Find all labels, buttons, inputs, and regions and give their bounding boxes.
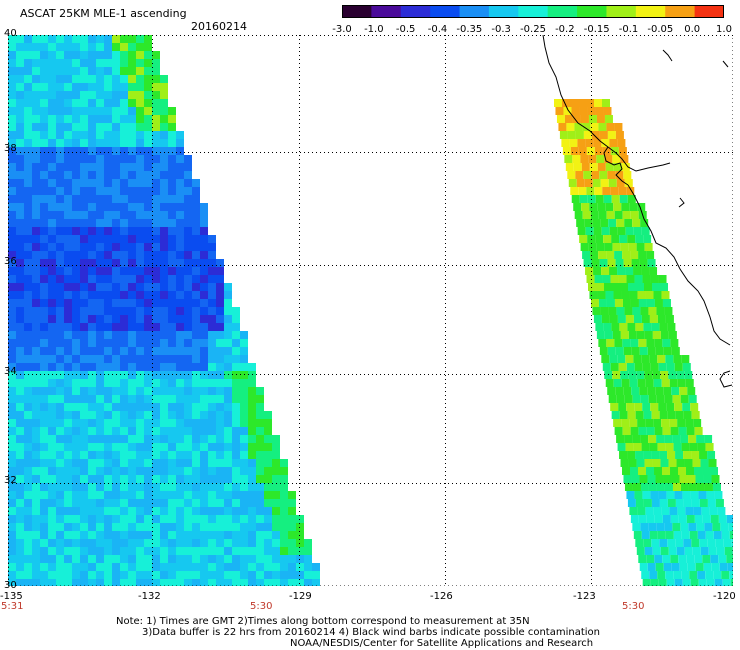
color-scale-swatch xyxy=(577,5,608,18)
color-scale-swatch xyxy=(371,5,402,18)
lon-label-129: -129 xyxy=(289,591,312,602)
color-scale-label: 1.0 xyxy=(716,24,732,35)
footer-note-2: 3)Data buffer is 22 hrs from 20160214 4)… xyxy=(142,627,600,638)
footer-credit: NOAA/NESDIS/Center for Satellite Applica… xyxy=(290,638,594,649)
color-scale-swatch xyxy=(694,5,724,18)
color-scale-label: 0.0 xyxy=(684,24,701,35)
color-scale-swatch xyxy=(518,5,549,18)
color-scale-swatch xyxy=(606,5,637,18)
data-swaths xyxy=(8,35,733,586)
lon-label-135: -135 xyxy=(0,591,23,602)
lon-label-123: -123 xyxy=(573,591,596,602)
color-scale-swatch xyxy=(547,5,578,18)
graticule-lines xyxy=(8,35,733,586)
lat-label-32: 32 xyxy=(4,475,17,486)
time-label-middle: 5:30 xyxy=(250,601,273,612)
lat-label-30: 30 xyxy=(4,580,17,591)
lat-label-34: 34 xyxy=(4,366,17,377)
lat-label-38: 38 xyxy=(4,143,17,154)
time-label-right: 5:30 xyxy=(622,601,645,612)
wind-map-plot xyxy=(8,35,733,586)
lon-label-120: -120 xyxy=(713,591,736,602)
color-scale-swatch xyxy=(459,5,490,18)
color-scale-label: -0.1 xyxy=(618,24,639,35)
lon-label-132: -132 xyxy=(138,591,161,602)
color-scale-label: -1.0 xyxy=(364,24,384,35)
color-scale-label: -0.4 xyxy=(427,24,448,35)
color-scale-swatch xyxy=(400,5,431,18)
color-scale-swatch xyxy=(635,5,666,18)
lon-label-126: -126 xyxy=(430,591,453,602)
color-scale-swatch xyxy=(488,5,519,18)
color-scale-swatch xyxy=(342,5,372,18)
color-scale-label: -0.5 xyxy=(395,24,416,35)
color-scale-label: -3.0 xyxy=(332,24,352,35)
coastline xyxy=(542,35,733,388)
map-date: 20160214 xyxy=(191,20,247,33)
color-scale-swatch xyxy=(665,5,696,18)
color-scale-label: -0.3 xyxy=(491,24,511,35)
color-scale-swatch xyxy=(430,5,461,18)
lat-label-36: 36 xyxy=(4,256,17,267)
color-scale-label: -0.15 xyxy=(583,24,610,35)
color-scale-label: -0.05 xyxy=(647,24,674,35)
map-title: ASCAT 25KM MLE-1 ascending xyxy=(20,7,187,20)
footer-note-1: Note: 1) Times are GMT 2)Times along bot… xyxy=(116,616,530,627)
time-label-left: 5:31 xyxy=(1,601,24,612)
lat-label-40: 40 xyxy=(4,28,17,39)
color-scale-bar xyxy=(342,5,724,18)
color-scale-label: -0.25 xyxy=(520,24,546,35)
color-scale-label: -0.2 xyxy=(555,24,575,35)
color-scale-label: -0.35 xyxy=(456,24,483,35)
